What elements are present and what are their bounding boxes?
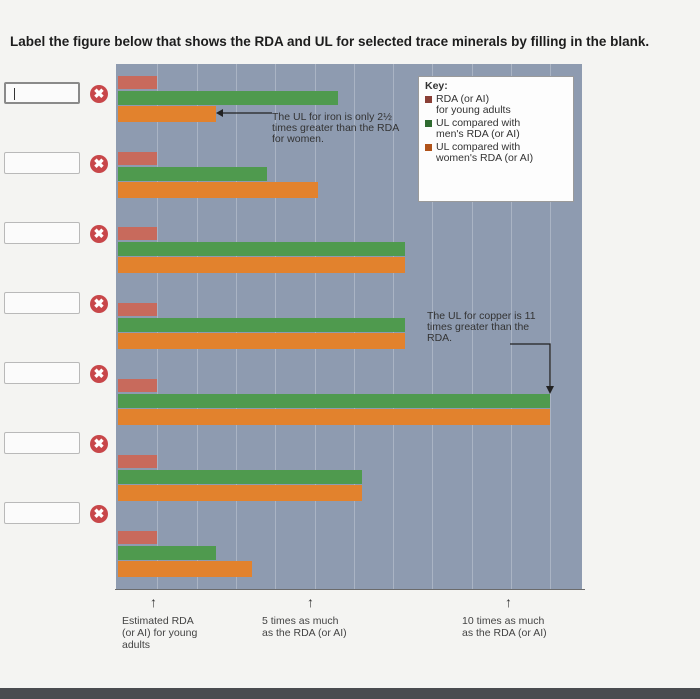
x-axis-line	[115, 589, 585, 590]
bar-ul-men	[118, 91, 339, 105]
blank-row-3: ✖	[4, 222, 108, 248]
bar-ul-women	[118, 561, 252, 577]
bar-rda	[118, 303, 158, 316]
blank-row-2: ✖	[4, 152, 108, 178]
bar-ul-women	[118, 182, 319, 198]
bar-rda	[118, 227, 158, 240]
incorrect-icon: ✖	[90, 295, 108, 313]
arrow-up-icon: ↑	[150, 594, 157, 610]
axis-label-5x: 5 times as much as the RDA (or AI)	[262, 615, 347, 639]
blank-row-5: ✖	[4, 362, 108, 388]
grid-line	[511, 64, 512, 589]
bar-rda	[118, 76, 158, 89]
bar-ul-men	[118, 167, 268, 181]
blank-input-7[interactable]	[4, 502, 80, 524]
key-label: UL compared with men's RDA (or AI)	[436, 117, 521, 140]
blank-input-1[interactable]	[4, 82, 80, 104]
copper-arrow	[510, 343, 554, 394]
key-item-men: UL compared with men's RDA (or AI)	[425, 118, 567, 140]
incorrect-icon: ✖	[90, 365, 108, 383]
bar-ul-women	[118, 106, 217, 122]
key-item-rda: RDA (or AI) for young adults	[425, 94, 567, 116]
bar-ul-men	[118, 546, 217, 560]
blank-input-5[interactable]	[4, 362, 80, 384]
key-title: Key:	[425, 80, 448, 92]
blank-input-4[interactable]	[4, 292, 80, 314]
arrow-up-icon: ↑	[307, 594, 314, 610]
bar-ul-women	[118, 409, 551, 425]
bar-ul-women	[118, 333, 405, 349]
axis-label-10x: 10 times as much as the RDA (or AI)	[462, 615, 547, 639]
bar-rda	[118, 455, 158, 468]
key-label: RDA (or AI) for young adults	[436, 93, 511, 116]
bar-rda	[118, 152, 158, 165]
bar-ul-women	[118, 257, 405, 273]
incorrect-icon: ✖	[90, 435, 108, 453]
grid-line	[550, 64, 552, 589]
blank-input-6[interactable]	[4, 432, 80, 454]
iron-arrow	[216, 109, 272, 117]
blank-input-3[interactable]	[4, 222, 80, 244]
bar-ul-men	[118, 318, 405, 332]
axis-label-rda: Estimated RDA (or AI) for young adults	[122, 615, 198, 651]
bar-ul-men	[118, 470, 362, 484]
chart-key: Key: RDA (or AI) for young adults UL comp…	[418, 76, 574, 202]
grid-line	[432, 64, 434, 589]
key-swatch	[425, 144, 432, 151]
incorrect-icon: ✖	[90, 155, 108, 173]
bar-ul-men	[118, 242, 405, 256]
blank-row-7: ✖	[4, 502, 108, 528]
incorrect-icon: ✖	[90, 505, 108, 523]
incorrect-icon: ✖	[90, 85, 108, 103]
bar-rda	[118, 531, 158, 544]
blank-row-4: ✖	[4, 292, 108, 318]
copper-annotation: The UL for copper is 11 times greater th…	[427, 310, 536, 344]
blank-row-6: ✖	[4, 432, 108, 458]
key-item-women: UL compared with women's RDA (or AI)	[425, 142, 567, 164]
grid-line	[471, 64, 473, 589]
bar-ul-women	[118, 485, 362, 501]
key-swatch	[425, 96, 432, 103]
arrow-up-icon: ↑	[505, 594, 512, 610]
key-swatch	[425, 120, 432, 127]
bar-ul-men	[118, 394, 551, 408]
instruction-text: Label the figure below that shows the RD…	[10, 34, 650, 49]
incorrect-icon: ✖	[90, 225, 108, 243]
key-label: UL compared with women's RDA (or AI)	[436, 141, 534, 164]
window-bottom-edge	[0, 688, 700, 699]
text-cursor	[14, 88, 15, 100]
blank-row-1: ✖	[4, 82, 108, 108]
bar-rda	[118, 379, 158, 392]
blank-input-2[interactable]	[4, 152, 80, 174]
iron-annotation: The UL for iron is only 2½ times greater…	[272, 111, 399, 145]
